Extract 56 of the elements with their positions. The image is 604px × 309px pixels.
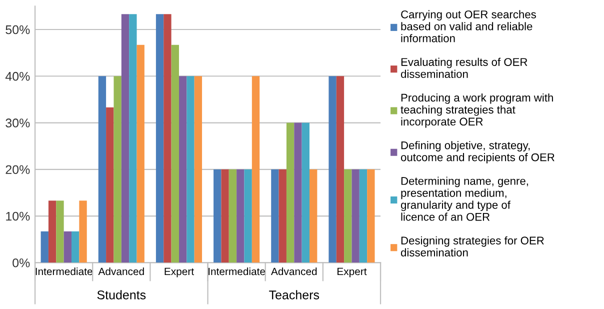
- x-tick-label: Advanced: [98, 268, 144, 276]
- y-tick-label: 40%: [5, 72, 30, 81]
- bar: [294, 122, 302, 263]
- text: Teachers: [269, 290, 320, 300]
- bar: [252, 76, 260, 263]
- x-tick-label: Expert: [164, 268, 194, 278]
- bar: [121, 14, 130, 263]
- bar: [236, 169, 244, 263]
- bar: [79, 200, 87, 263]
- bar: [171, 44, 179, 263]
- legend-label: Carrying out OER searches based on valid and reliable information: [401, 10, 536, 42]
- legend-label: Designing strategies for OER dissemination: [400, 236, 544, 256]
- bar: [178, 76, 187, 263]
- bar: [286, 122, 294, 263]
- bar: [310, 169, 318, 263]
- bar: [114, 76, 122, 263]
- bar: [129, 14, 137, 263]
- bar: [367, 169, 375, 263]
- legend-label: Producing a work program with teaching strategies that incorporate OER: [400, 93, 553, 128]
- bar: [64, 231, 72, 263]
- bar: [221, 169, 229, 263]
- y-tick-label: 10%: [6, 212, 30, 221]
- bar: [136, 44, 144, 263]
- y-tick-label: 0%: [12, 258, 30, 268]
- y-tick-label: 30%: [6, 118, 30, 128]
- bar: [352, 169, 360, 263]
- bar: [56, 200, 64, 263]
- bar: [98, 76, 106, 263]
- bar: [278, 169, 286, 263]
- bar: [214, 169, 222, 263]
- legend-label: Defining objetive, strategy, outcome and recipients of OER: [400, 141, 554, 164]
- bar: [302, 122, 310, 263]
- bar: [244, 169, 252, 263]
- bar: [344, 169, 352, 263]
- legend-label: Determining name, genre, presentation medium, granularity and type of licence of an OER: [400, 176, 528, 221]
- y-tick-label: 20%: [6, 165, 30, 174]
- bar: [156, 14, 164, 263]
- bar: [40, 231, 48, 263]
- bar: [106, 107, 114, 263]
- legend-label: Evaluating results of OER dissemination: [400, 58, 528, 78]
- bar: [194, 76, 202, 263]
- bar: [336, 76, 344, 263]
- y-tick-label: 50%: [6, 25, 30, 34]
- bar: [72, 231, 80, 263]
- x-tick-label: Advanced: [271, 268, 317, 276]
- bar: [359, 169, 368, 263]
- x-tick-label: Intermediate: [208, 268, 266, 276]
- text: Students: [97, 290, 146, 300]
- bar: [328, 76, 336, 263]
- bar: [186, 76, 194, 263]
- bar: [271, 169, 279, 263]
- bar: [48, 200, 56, 263]
- x-tick-label: Intermediate: [36, 268, 92, 276]
- x-tick-label: Expert: [338, 268, 367, 278]
- bar: [228, 169, 237, 263]
- bar: [164, 14, 172, 263]
